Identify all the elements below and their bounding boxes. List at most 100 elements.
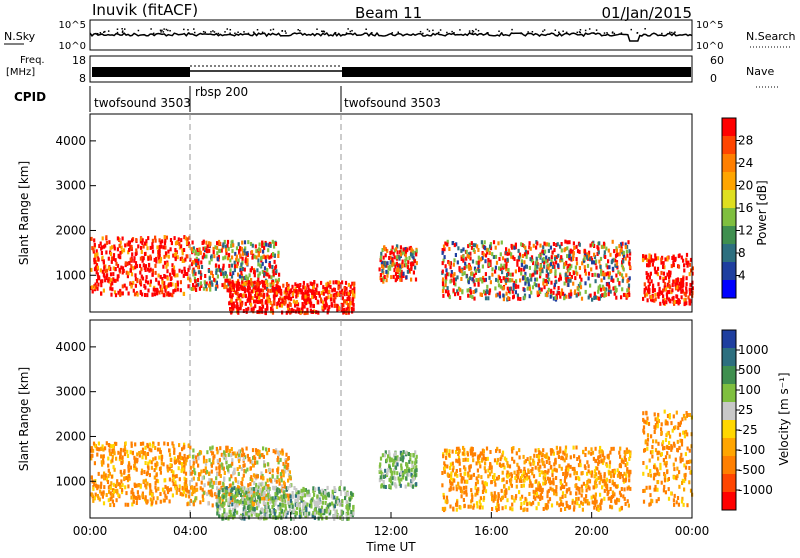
echo-cell (119, 244, 121, 248)
echo-cell (273, 486, 275, 490)
echo-cell (548, 288, 550, 292)
noise-search-dot (335, 32, 337, 33)
echo-cell (499, 276, 501, 280)
echo-cell (160, 500, 162, 504)
echo-cell (181, 270, 183, 274)
noise-search-dot (469, 30, 471, 32)
echo-cell (546, 274, 548, 278)
echo-cell (216, 486, 218, 490)
echo-cell (149, 492, 151, 496)
noise-search-dot (520, 33, 522, 35)
echo-cell (149, 443, 151, 447)
echo-cell (628, 504, 630, 508)
echo-cell (674, 283, 676, 287)
echo-cell (454, 243, 456, 247)
echo-cell (462, 452, 464, 456)
echo-cell (262, 476, 264, 480)
echo-cell (588, 276, 590, 280)
echo-cell (482, 265, 484, 269)
echo-cell (267, 462, 269, 466)
echo-cell (241, 247, 243, 251)
echo-cell (287, 304, 289, 308)
echo-cell (532, 273, 534, 277)
echo-cell (243, 249, 245, 253)
echo-cell (124, 243, 126, 247)
echo-cell (625, 257, 627, 261)
echo-cell (195, 496, 197, 500)
echo-cell (116, 498, 118, 502)
echo-cell (527, 277, 529, 281)
echo-cell (469, 243, 471, 247)
echo-cell (553, 248, 555, 252)
echo-cell (295, 290, 297, 294)
echo-cell (274, 496, 276, 500)
echo-cell (582, 508, 584, 512)
echo-cell (545, 279, 547, 283)
echo-cell (228, 488, 230, 492)
echo-cell (588, 296, 590, 300)
echo-cell (669, 299, 671, 303)
echo-cell (517, 285, 519, 289)
echo-cell (116, 489, 118, 493)
noise-search-dot (203, 31, 205, 33)
noise-search-dot (227, 28, 229, 30)
echo-cell (279, 489, 281, 493)
echo-cell (644, 290, 646, 294)
echo-cell (463, 498, 465, 502)
echo-cell (265, 280, 267, 284)
cpid-label: CPID (14, 90, 46, 104)
echo-cell (591, 298, 593, 302)
echo-cell (285, 288, 287, 292)
echo-cell (314, 512, 316, 516)
echo-cell (309, 300, 311, 304)
echo-cell (475, 269, 477, 273)
echo-cell (649, 282, 651, 286)
echo-cell (245, 469, 247, 473)
echo-cell (534, 271, 536, 275)
echo-cell (162, 265, 164, 269)
echo-cell (503, 276, 505, 280)
echo-cell (316, 284, 318, 288)
echo-cell (281, 498, 283, 502)
echo-cell (513, 499, 515, 503)
echo-cell (621, 487, 623, 491)
echo-cell (538, 459, 540, 463)
noise-search-dot (243, 31, 245, 33)
noise-search-dot (167, 30, 169, 32)
echo-cell (240, 500, 242, 504)
echo-cell (351, 493, 353, 497)
echo-cell (622, 279, 624, 283)
echo-cell (463, 491, 465, 495)
echo-cell (150, 448, 152, 452)
echo-cell (203, 456, 205, 460)
echo-cell (298, 308, 300, 312)
echo-cell (192, 283, 194, 287)
noise-search-dot (631, 29, 633, 31)
echo-cell (237, 480, 239, 484)
echo-cell (683, 269, 685, 273)
echo-cell (92, 248, 94, 252)
echo-cell (537, 291, 539, 295)
echo-cell (338, 281, 340, 285)
echo-cell (147, 499, 149, 503)
echo-cell (302, 506, 304, 510)
echo-cell (464, 271, 466, 275)
echo-cell (389, 478, 391, 482)
echo-cell (280, 458, 282, 462)
noise-search-dot (432, 30, 434, 32)
echo-cell (243, 505, 245, 509)
echo-cell (253, 307, 255, 311)
echo-cell (267, 493, 269, 497)
echo-cell (247, 501, 249, 505)
echo-cell (173, 448, 175, 452)
echo-cell (245, 308, 247, 312)
echo-cell (125, 441, 127, 445)
noise-search-dot (346, 32, 348, 34)
echo-cell (301, 497, 303, 501)
echo-cell (479, 500, 481, 504)
echo-cell (314, 487, 316, 491)
echo-cell (536, 265, 538, 269)
echo-cell (511, 244, 513, 248)
echo-cell (159, 467, 161, 471)
echo-cell (266, 513, 268, 517)
